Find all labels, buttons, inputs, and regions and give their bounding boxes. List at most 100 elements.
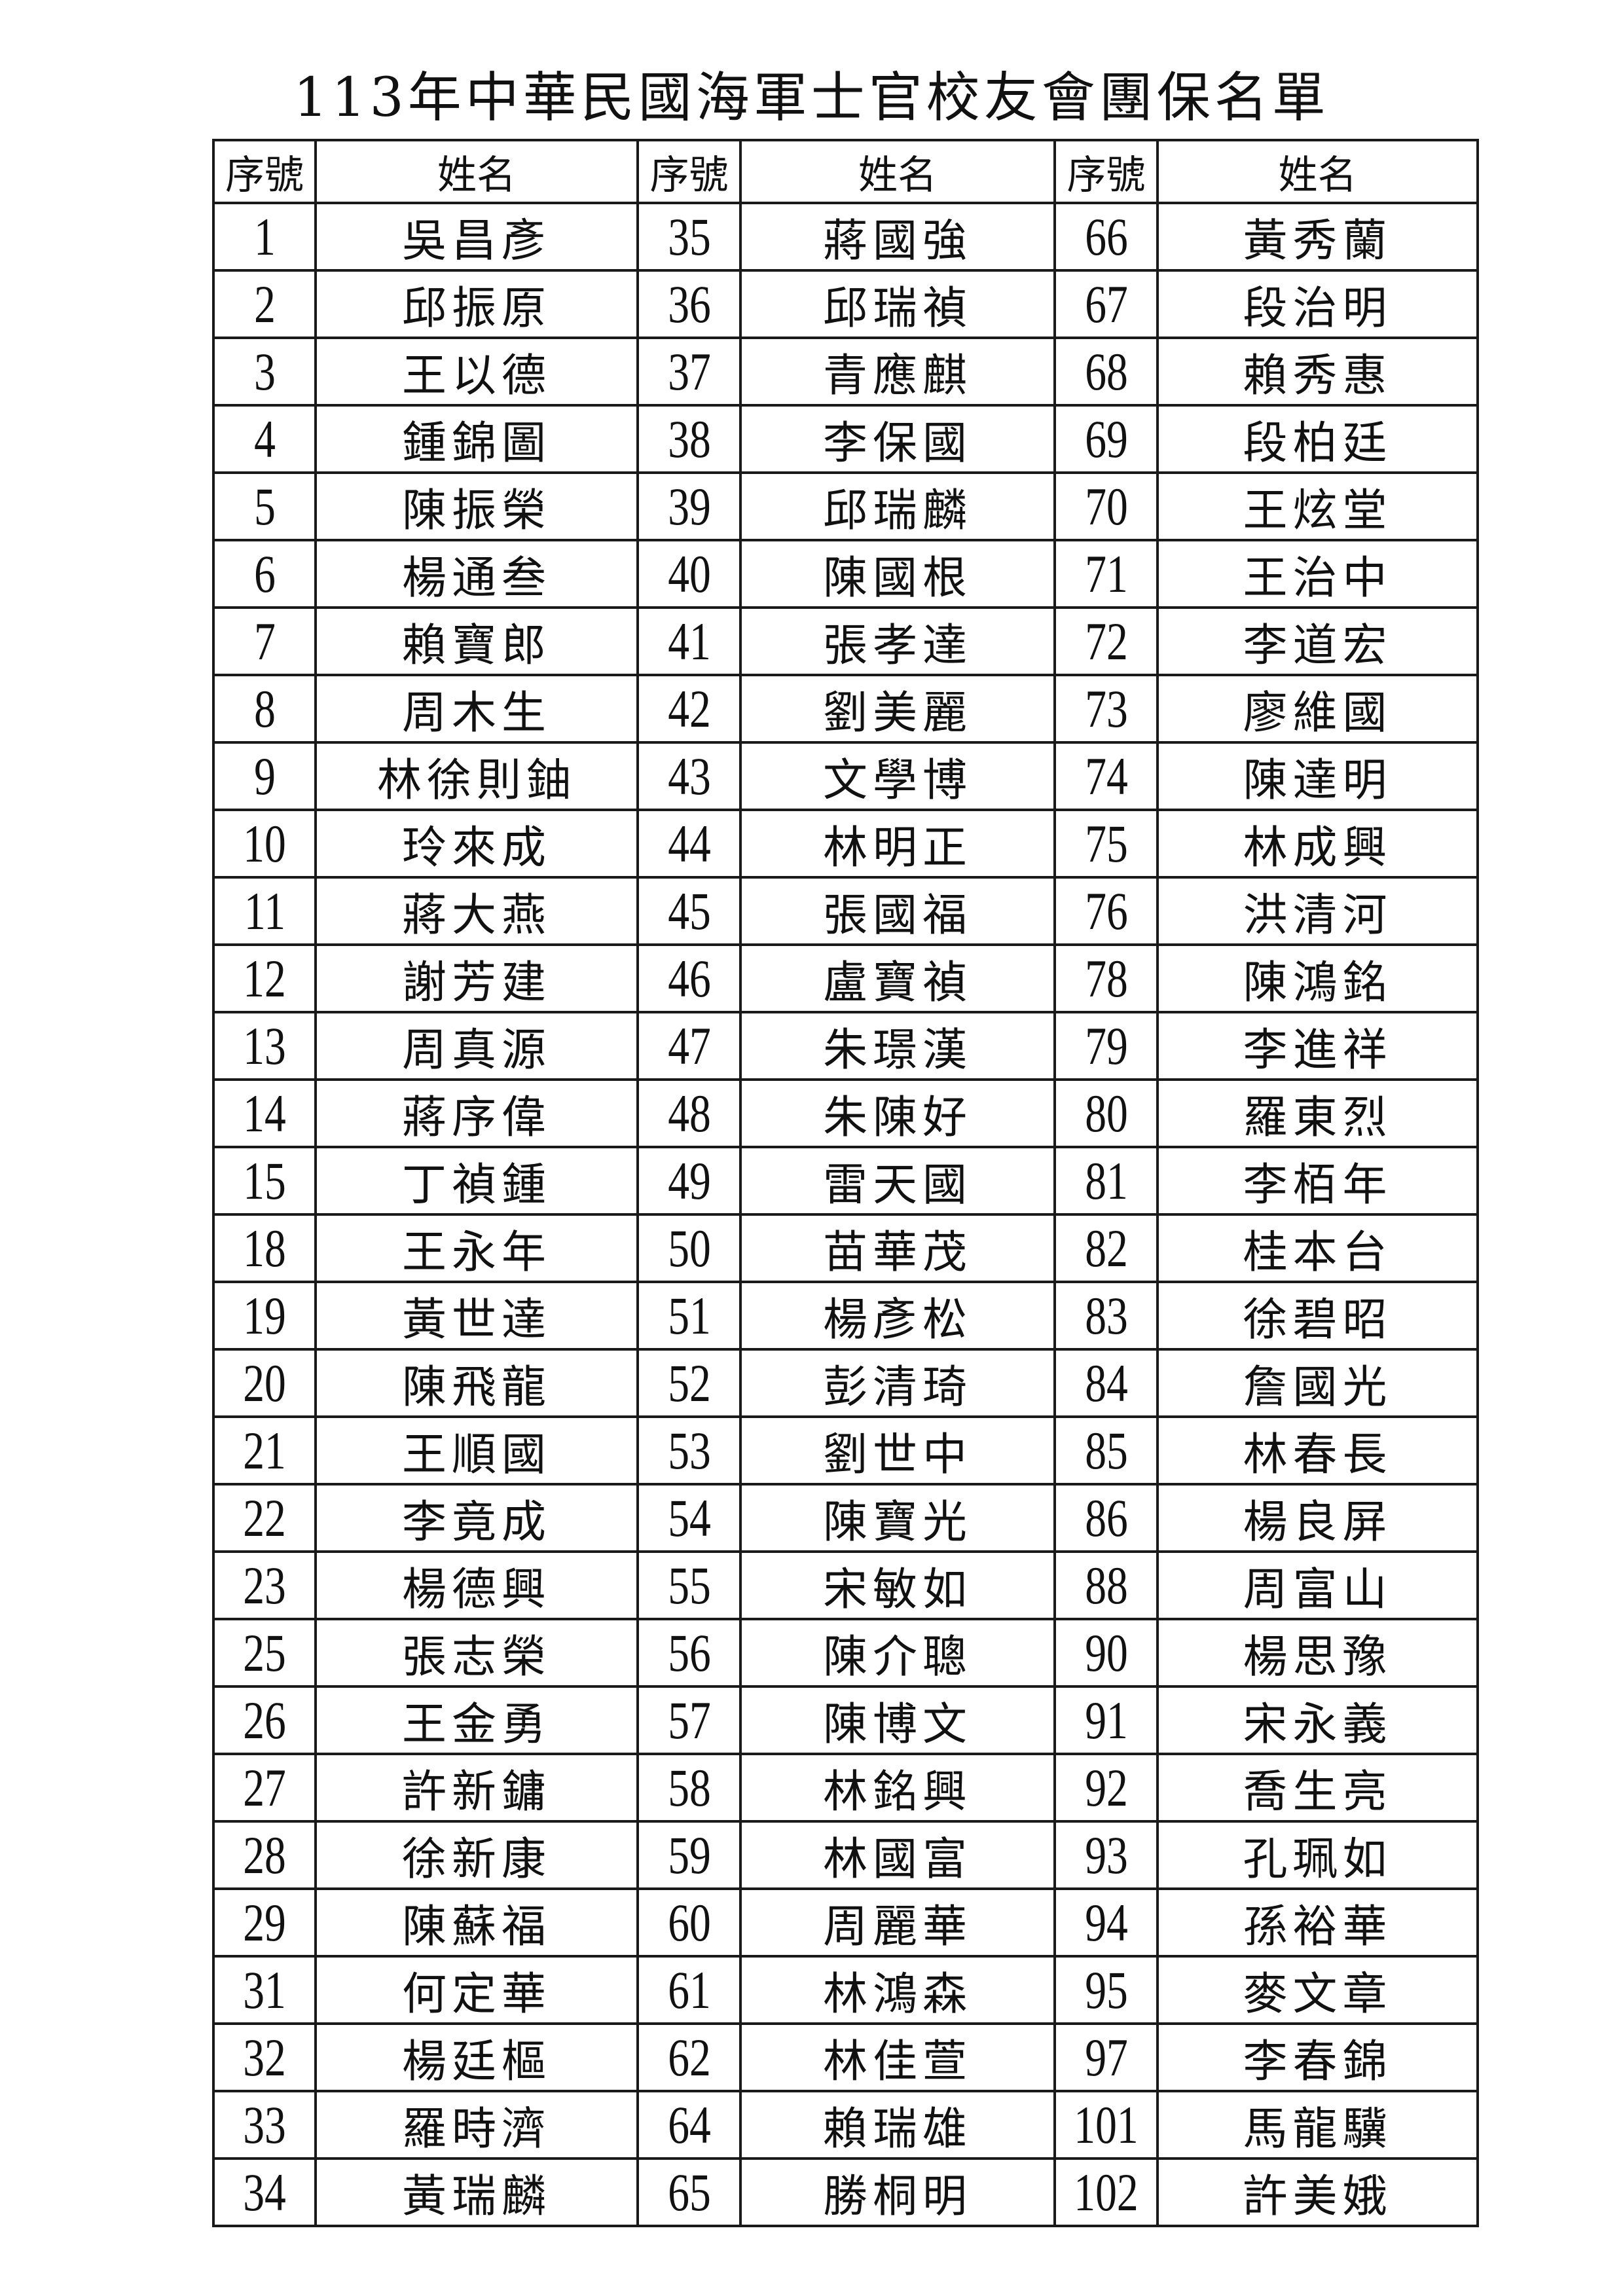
seq-number: 48 (667, 1083, 711, 1143)
seq-cell: 43 (636, 741, 742, 811)
seq-number: 53 (667, 1420, 711, 1480)
header-name: 姓名 (739, 139, 1056, 204)
seq-number: 76 (1084, 881, 1128, 941)
table-row: 2 邱振原 36 邱瑞禎 67 段治明 (212, 269, 1479, 339)
name-cell: 李竟成 (314, 1483, 639, 1553)
name-cell: 鍾錦圖 (314, 404, 639, 474)
table-row: 10 玲來成 44 林明正 75 林成興 (212, 809, 1479, 879)
seq-number: 61 (667, 1959, 711, 2020)
name-cell: 洪清河 (1156, 876, 1479, 946)
name-cell: 周富山 (1156, 1550, 1479, 1620)
name-cell: 勝桐明 (739, 2157, 1056, 2227)
name-cell: 王順國 (314, 1415, 639, 1485)
name-cell: 陳鴻銘 (1156, 943, 1479, 1013)
seq-cell: 59 (636, 1820, 742, 1890)
name-cell: 楊彥松 (739, 1281, 1056, 1351)
seq-number: 6 (253, 543, 276, 604)
name-cell: 喬生亮 (1156, 1753, 1479, 1823)
seq-number: 32 (243, 2027, 286, 2087)
name-cell: 許新鏞 (314, 1753, 639, 1823)
seq-number: 52 (667, 1353, 711, 1413)
seq-number: 22 (243, 1487, 286, 1548)
seq-cell: 72 (1053, 606, 1159, 676)
seq-number: 7 (253, 611, 276, 671)
seq-cell: 31 (212, 1955, 317, 2025)
name-cell: 楊良屏 (1156, 1483, 1479, 1553)
seq-number: 23 (243, 1555, 286, 1615)
seq-number: 26 (243, 1690, 286, 1750)
seq-cell: 57 (636, 1685, 742, 1755)
seq-number: 34 (243, 2162, 286, 2222)
name-cell: 邱振原 (314, 269, 639, 339)
name-cell: 王治中 (1156, 539, 1479, 609)
seq-number: 10 (243, 813, 286, 873)
seq-number: 19 (243, 1285, 286, 1345)
name-cell: 盧寶禎 (739, 943, 1056, 1013)
seq-cell: 49 (636, 1146, 742, 1216)
name-cell: 青應麒 (739, 337, 1056, 407)
name-cell: 苗華茂 (739, 1213, 1056, 1283)
seq-cell: 62 (636, 2022, 742, 2092)
seq-number: 62 (667, 2027, 711, 2087)
seq-cell: 51 (636, 1281, 742, 1351)
seq-cell: 52 (636, 1348, 742, 1418)
name-cell: 段柏廷 (1156, 404, 1479, 474)
seq-number: 13 (243, 1015, 286, 1076)
seq-number: 49 (667, 1150, 711, 1211)
seq-number: 71 (1084, 543, 1128, 604)
name-cell: 文學博 (739, 741, 1056, 811)
name-cell: 黃秀蘭 (1156, 202, 1479, 272)
seq-cell: 95 (1053, 1955, 1159, 2025)
seq-number: 2 (253, 274, 276, 334)
seq-number: 91 (1084, 1690, 1128, 1750)
seq-cell: 11 (212, 876, 317, 946)
seq-cell: 68 (1053, 337, 1159, 407)
seq-cell: 79 (1053, 1011, 1159, 1081)
table-row: 34 黃瑞麟 65 勝桐明 102 許美娥 (212, 2157, 1479, 2227)
name-cell: 邱瑞禎 (739, 269, 1056, 339)
seq-cell: 12 (212, 943, 317, 1013)
seq-number: 41 (667, 611, 711, 671)
name-cell: 陳飛龍 (314, 1348, 639, 1418)
name-cell: 劉世中 (739, 1415, 1056, 1485)
seq-number: 84 (1084, 1353, 1128, 1413)
seq-cell: 48 (636, 1078, 742, 1148)
table-row: 23 楊德興 55 宋敏如 88 周富山 (212, 1550, 1479, 1620)
seq-cell: 37 (636, 337, 742, 407)
roster-table: 序號 姓名 序號 姓名 序號 姓名 1 吳昌彥 35 蔣國強 66 黃秀蘭 2 邱振原 36 邱瑞… (212, 139, 1479, 2227)
seq-number: 12 (243, 948, 286, 1008)
seq-cell: 25 (212, 1618, 317, 1688)
name-cell: 王以德 (314, 337, 639, 407)
seq-number: 3 (253, 341, 276, 401)
name-cell: 王永年 (314, 1213, 639, 1283)
seq-number: 83 (1084, 1285, 1128, 1345)
name-cell: 徐新康 (314, 1820, 639, 1890)
name-cell: 林徐則鈾 (314, 741, 639, 811)
seq-cell: 82 (1053, 1213, 1159, 1283)
seq-number: 56 (667, 1622, 711, 1683)
seq-number: 64 (667, 2094, 711, 2155)
name-cell: 張孝達 (739, 606, 1056, 676)
seq-cell: 71 (1053, 539, 1159, 609)
seq-number: 28 (243, 1825, 286, 1885)
seq-cell: 67 (1053, 269, 1159, 339)
seq-number: 58 (667, 1757, 711, 1817)
seq-cell: 7 (212, 606, 317, 676)
seq-cell: 29 (212, 1887, 317, 1958)
name-cell: 周麗華 (739, 1887, 1056, 1958)
seq-cell: 93 (1053, 1820, 1159, 1890)
seq-number: 75 (1084, 813, 1128, 873)
name-cell: 桂本台 (1156, 1213, 1479, 1283)
name-cell: 張志榮 (314, 1618, 639, 1688)
header-name: 姓名 (314, 139, 639, 204)
table-row: 7 賴寶郎 41 張孝達 72 李道宏 (212, 606, 1479, 676)
name-cell: 吳昌彥 (314, 202, 639, 272)
seq-number: 46 (667, 948, 711, 1008)
seq-cell: 60 (636, 1887, 742, 1958)
seq-number: 70 (1084, 476, 1128, 536)
name-cell: 張國福 (739, 876, 1056, 946)
name-cell: 段治明 (1156, 269, 1479, 339)
name-cell: 劉美麗 (739, 674, 1056, 744)
seq-cell: 35 (636, 202, 742, 272)
seq-number: 72 (1084, 611, 1128, 671)
